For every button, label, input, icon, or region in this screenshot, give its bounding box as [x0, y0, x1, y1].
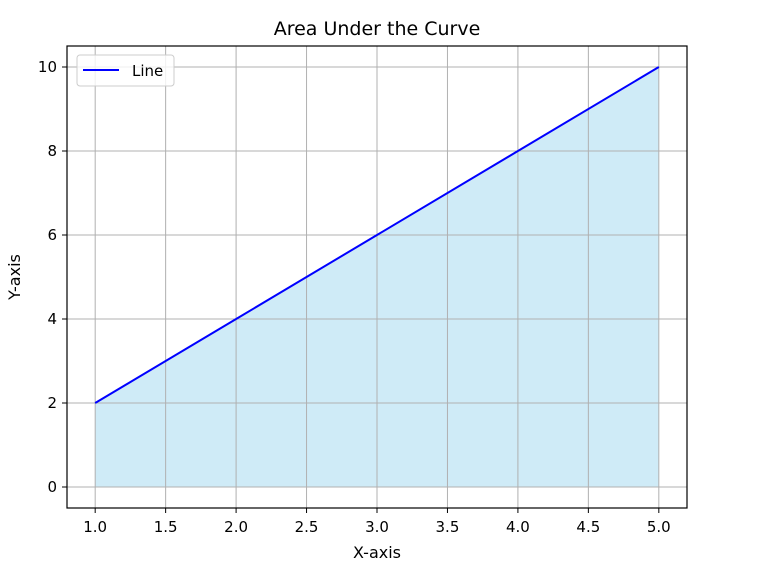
- y-axis-label: Y-axis: [5, 254, 24, 301]
- y-tick-label: 8: [47, 142, 57, 160]
- y-tick-label: 0: [47, 478, 57, 496]
- y-tick-label: 6: [47, 226, 57, 244]
- x-tick-label: 4.5: [576, 518, 600, 536]
- y-tick-label: 2: [47, 394, 57, 412]
- x-tick-label: 4.0: [506, 518, 530, 536]
- y-tick-label: 10: [38, 58, 57, 76]
- series-line: [94, 66, 660, 404]
- x-tick-label: 2.0: [224, 518, 248, 536]
- x-tick-label: 2.5: [295, 518, 319, 536]
- x-tick-label: 3.0: [365, 518, 389, 536]
- legend-box: [76, 54, 175, 87]
- x-tick-label: 1.5: [154, 518, 178, 536]
- plot-layer: 1.0 1.5 2.0 2.5 3.0 3.5 4.0 4.5 5.0 0 2 4 6 8 10 Line: [38, 45, 688, 536]
- chart-title: Area Under the Curve: [274, 18, 481, 40]
- x-axis-label: X-axis: [353, 543, 401, 562]
- x-tick-label: 3.5: [436, 518, 460, 536]
- x-tick-label: 5.0: [647, 518, 671, 536]
- legend-label: Line: [132, 62, 163, 80]
- x-tick-label: 1.0: [83, 518, 107, 536]
- y-tick-label: 4: [47, 310, 57, 328]
